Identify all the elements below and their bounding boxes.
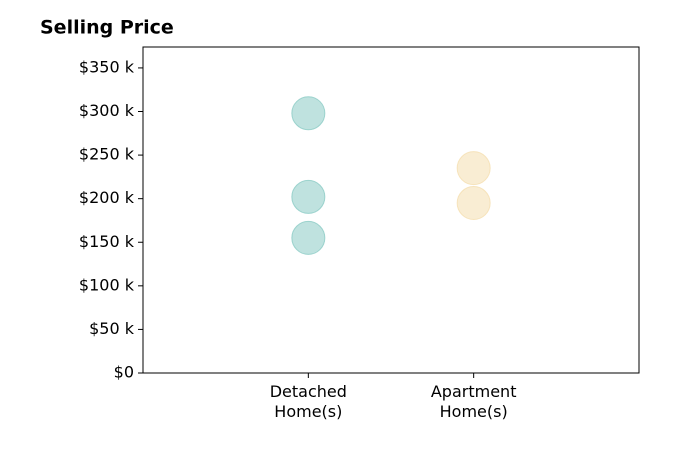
y-tick-label: $250 k [79, 145, 135, 164]
chart-title: Selling Price [40, 17, 174, 39]
point [291, 179, 326, 214]
y-tick-label: $200 k [79, 188, 135, 207]
x-tick-label: Apartment Home(s) [431, 382, 517, 421]
y-tick-label: $150 k [79, 232, 135, 251]
x-tick-label: Detached Home(s) [270, 382, 347, 421]
y-tick-label: $50 k [89, 319, 135, 338]
y-tick-label: $100 k [79, 275, 135, 294]
point [456, 151, 491, 186]
point [456, 186, 491, 221]
y-tick-label: $350 k [79, 57, 135, 76]
point [291, 96, 326, 131]
y-tick-label: $300 k [79, 101, 135, 120]
point [291, 220, 326, 255]
y-tick-label: $0 [114, 363, 134, 382]
plot-frame [142, 46, 640, 374]
